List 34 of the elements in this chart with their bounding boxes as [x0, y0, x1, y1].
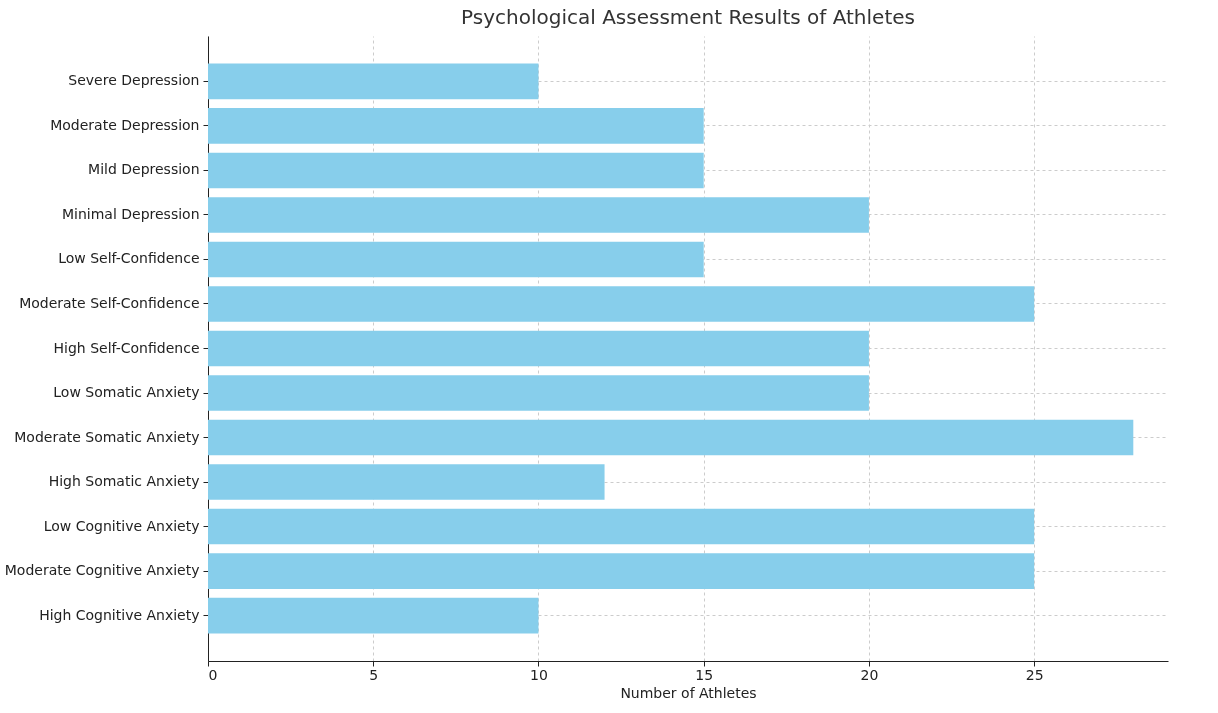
y-tick-label: Moderate Self-Confidence: [19, 294, 200, 311]
x-tick-label: 25: [1025, 666, 1044, 683]
y-tick-label: Low Cognitive Anxiety: [43, 517, 200, 534]
bar: [208, 108, 704, 144]
y-tick-label: High Somatic Anxiety: [48, 473, 200, 490]
x-axis-title: Number of Athletes: [620, 684, 757, 701]
x-tick-label: 15: [695, 666, 714, 683]
bar: [208, 464, 605, 500]
y-tick-label: High Self-Confidence: [53, 339, 200, 356]
y-tick-label: Minimal Depression: [61, 205, 200, 222]
y-tick-label: Moderate Somatic Anxiety: [14, 428, 200, 445]
y-tick-label: High Cognitive Anxiety: [39, 606, 200, 623]
y-tick-label: Moderate Depression: [50, 116, 200, 133]
y-tick-label: Low Somatic Anxiety: [53, 384, 200, 401]
bar: [208, 241, 704, 278]
bar: [208, 597, 539, 634]
x-tick-label: 5: [369, 666, 379, 683]
chart-title: Psychological Assessment Results of Athletes: [461, 5, 915, 29]
x-tick-label: 10: [530, 666, 548, 683]
y-tick-label: Moderate Cognitive Anxiety: [4, 562, 200, 579]
x-tick-label: 0: [208, 666, 218, 683]
bar: [208, 375, 869, 411]
x-tick-label: 20: [860, 666, 879, 683]
bar: [208, 152, 704, 189]
bar: [208, 197, 869, 233]
bar: [208, 330, 869, 367]
y-tick-label: Severe Depression: [68, 72, 200, 89]
bar: [208, 553, 1035, 589]
y-tick-label: Mild Depression: [88, 161, 200, 178]
bar: [208, 63, 539, 100]
y-tick-label: Low Self-Confidence: [58, 250, 200, 267]
bar: [208, 286, 1035, 322]
bar: [208, 508, 1035, 545]
bar: [208, 419, 1134, 456]
